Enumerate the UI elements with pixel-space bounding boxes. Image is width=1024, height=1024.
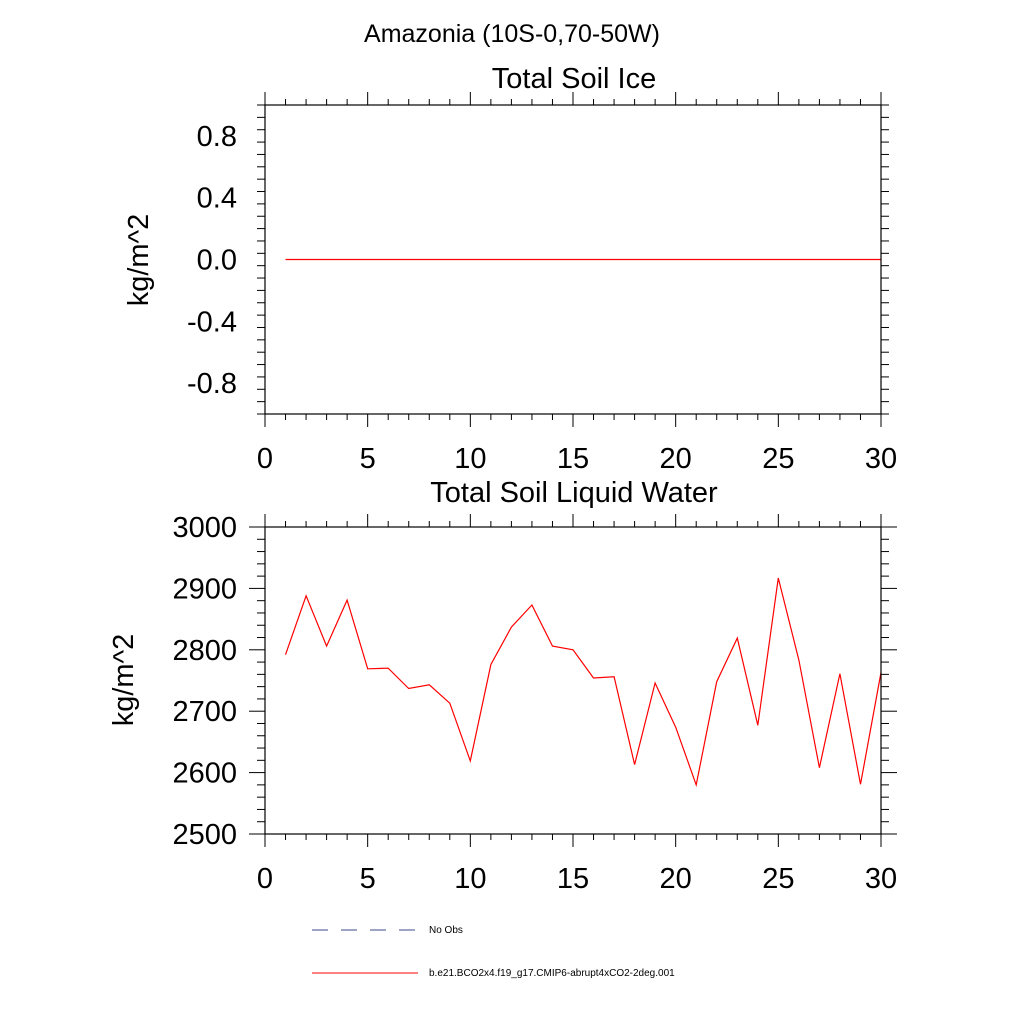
series-line <box>284 577 882 788</box>
plot-frame <box>264 526 882 835</box>
x-tick-label: 10 <box>454 863 486 895</box>
y-tick-label: 0.4 <box>197 183 237 215</box>
y-tick-label: 2700 <box>172 696 237 728</box>
x-tick-label: 20 <box>660 443 692 475</box>
y-tick-label: 0.8 <box>197 121 237 153</box>
y-axis-label: kg/m^2 <box>108 634 140 727</box>
series-lines <box>284 577 882 788</box>
x-tick-label: 15 <box>557 443 589 475</box>
legend: No Obs b.e21.BCO2x4.f19_g17.CMIP6-abrupt… <box>312 925 675 979</box>
legend-label-model: b.e21.BCO2x4.f19_g17.CMIP6-abrupt4xCO2-2… <box>429 968 675 979</box>
panel-title: Total Soil Ice <box>492 63 656 95</box>
y-tick-label: 2500 <box>172 819 237 851</box>
x-tick-label: 10 <box>454 443 486 475</box>
axis-ticks <box>249 514 897 847</box>
y-tick-label: -0.8 <box>187 368 237 400</box>
x-tick-label: 15 <box>557 863 589 895</box>
y-tick-label: 2600 <box>172 758 237 790</box>
panel-total-soil-ice: Total Soil Ice kg/m^2 0 5 10 15 20 25 30 -0.8 -0… <box>123 63 897 475</box>
x-tick-label: 0 <box>257 863 273 895</box>
figure-title: Amazonia (10S-0,70-50W) <box>364 20 660 48</box>
y-tick-label: 0.0 <box>197 245 237 277</box>
x-tick-label: 20 <box>660 863 692 895</box>
legend-label-no-obs: No Obs <box>429 925 463 936</box>
x-tick-label: 25 <box>762 863 794 895</box>
tick-labels: 0 5 10 15 20 25 30 2500 2600 2700 2800 2900 3000 <box>172 512 897 895</box>
y-tick-label: 2800 <box>172 635 237 667</box>
x-tick-label: 25 <box>762 443 794 475</box>
plot-frame <box>264 104 882 415</box>
x-tick-label: 5 <box>360 443 376 475</box>
y-axis-label: kg/m^2 <box>123 214 155 307</box>
y-tick-label: 2900 <box>172 573 237 605</box>
x-tick-label: 30 <box>865 863 897 895</box>
tick-labels: 0 5 10 15 20 25 30 -0.8 -0.4 0.0 0.4 0.8 <box>187 121 897 475</box>
y-tick-label: 3000 <box>172 512 237 544</box>
axis-ticks <box>257 92 889 427</box>
x-tick-label: 0 <box>257 443 273 475</box>
x-tick-label: 5 <box>360 863 376 895</box>
y-tick-label: -0.4 <box>187 306 237 338</box>
panel-title: Total Soil Liquid Water <box>430 477 718 509</box>
x-tick-label: 30 <box>865 443 897 475</box>
panel-total-soil-liquid-water: Total Soil Liquid Water kg/m^2 0 5 10 15 20 2… <box>108 477 897 895</box>
